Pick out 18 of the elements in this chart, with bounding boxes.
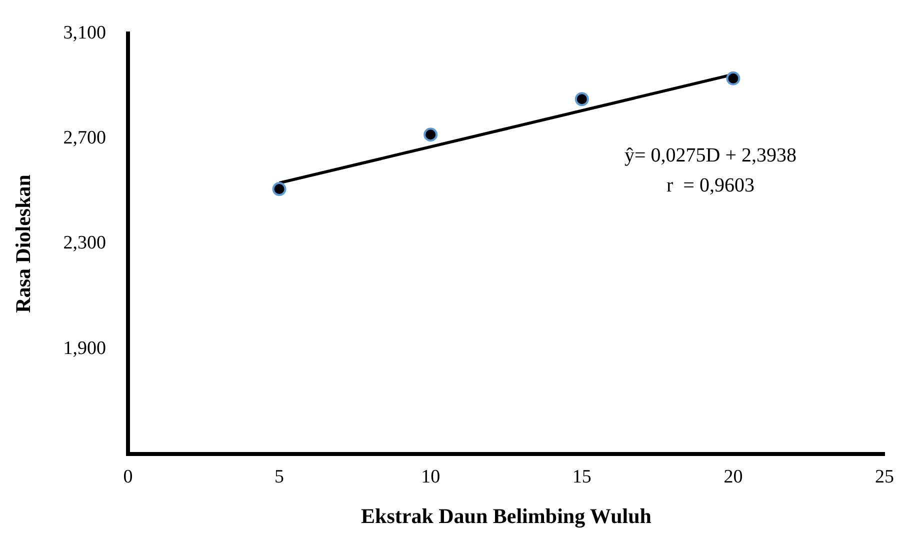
y-axis-title: Rasa Dioleskan <box>11 174 36 313</box>
x-tick-label: 25 <box>875 466 894 488</box>
x-tick-label: 0 <box>123 466 133 488</box>
x-tick-label: 5 <box>274 466 284 488</box>
point <box>272 182 286 196</box>
x-tick-label: 10 <box>421 466 440 488</box>
annotation: ŷ= 0,0275D + 2,3938 <box>624 144 796 167</box>
point <box>424 128 438 142</box>
annotation: r = 0,9603 <box>666 174 754 197</box>
point <box>726 71 740 86</box>
point <box>574 92 589 106</box>
y-tick-label: 2,700 <box>63 128 106 149</box>
x-tick-label: 15 <box>572 466 592 488</box>
y-tick-label: 3,100 <box>63 22 106 44</box>
y-tick-label: 1,900 <box>63 338 106 359</box>
x-axis-title: Ekstrak Daun Belimbing Wuluh <box>361 504 652 528</box>
x-tick-label: 20 <box>724 466 743 488</box>
y-tick-label: 2,300 <box>63 232 106 254</box>
